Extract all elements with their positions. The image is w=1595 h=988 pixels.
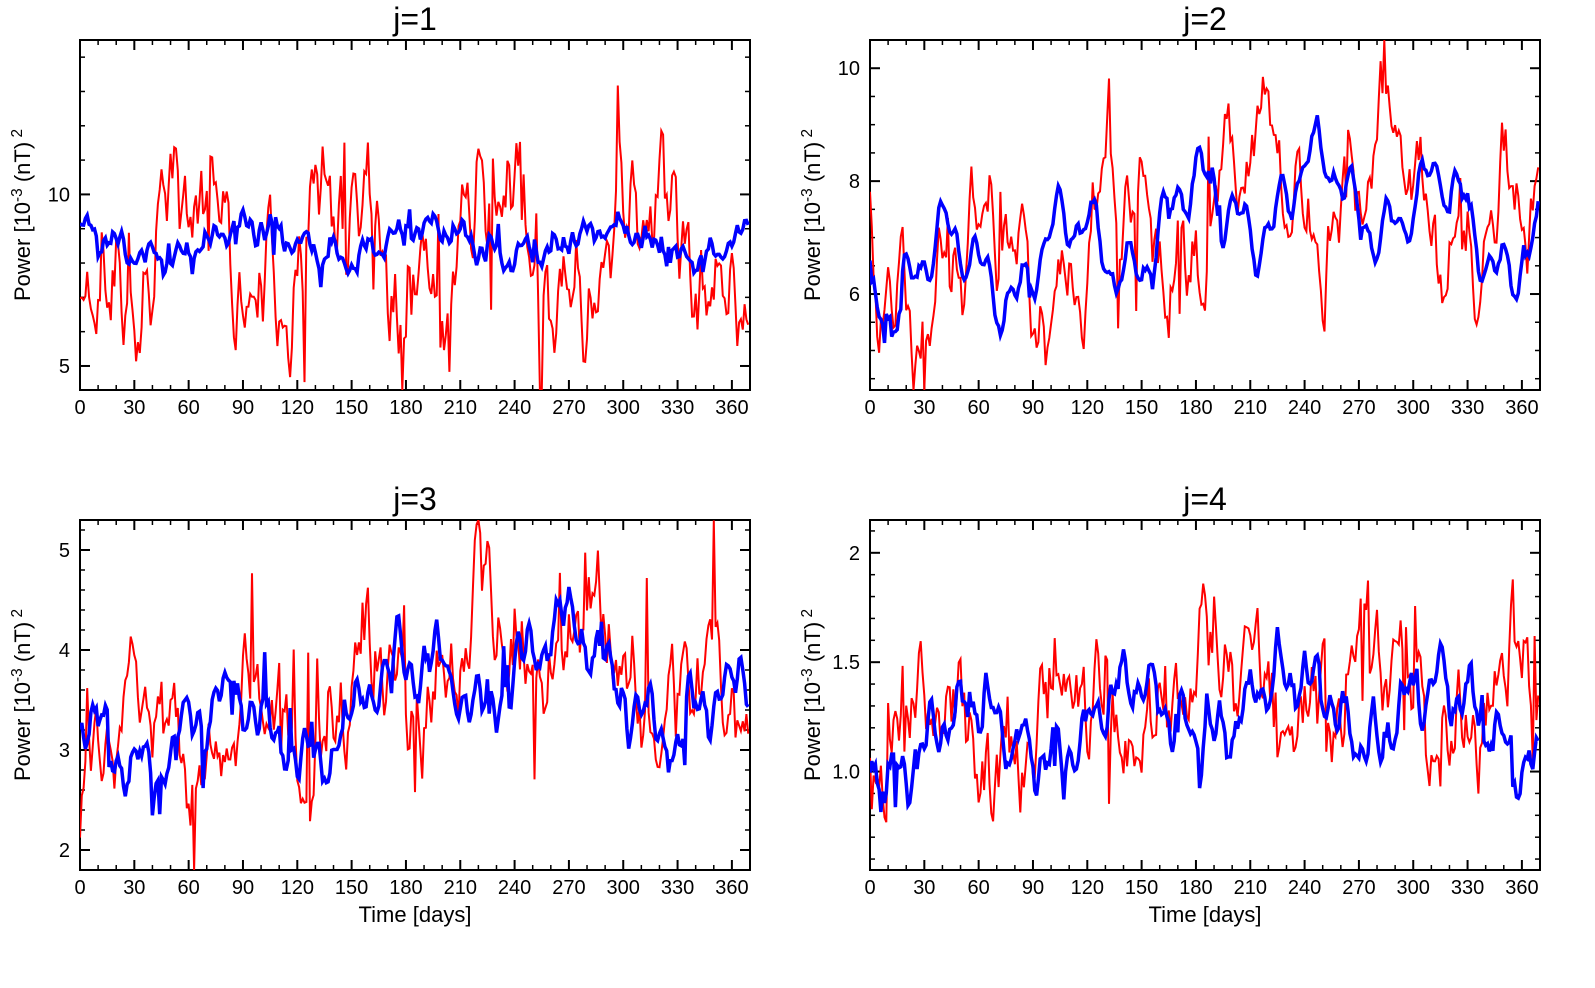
panel-svg: 0 30 60 90 120 150 180 210 240 270 300 330 360 2 3 4 5 j=… bbox=[10, 480, 760, 940]
panel-j2: 0 30 60 90 120 150 180 210 240 270 300 330 360 6 8 10 j=… bbox=[800, 0, 1550, 460]
panel-title: j=4 bbox=[1182, 481, 1227, 517]
x-tick-label: 120 bbox=[1071, 397, 1104, 419]
y-axis-label: Power [10-3 (nT) 2 bbox=[800, 129, 825, 301]
x-tick-label: 270 bbox=[1342, 877, 1375, 899]
y-tick-label: 2 bbox=[59, 840, 70, 862]
y-tick-label: 1.0 bbox=[832, 762, 860, 784]
panel-title: j=3 bbox=[392, 481, 437, 517]
x-tick-label: 90 bbox=[232, 397, 254, 419]
y-tick-label: 4 bbox=[59, 640, 70, 662]
panel-title: j=2 bbox=[1182, 1, 1227, 37]
x-tick-label: 270 bbox=[552, 877, 585, 899]
y-tick-label: 5 bbox=[59, 540, 70, 562]
x-tick-label: 210 bbox=[1234, 877, 1267, 899]
y-tick-label: 6 bbox=[849, 284, 860, 306]
panel-svg: 0 30 60 90 120 150 180 210 240 270 300 330 360 5 10 j=1… bbox=[10, 0, 760, 460]
panel-svg: 0 30 60 90 120 150 180 210 240 270 300 330 360 6 8 10 j=… bbox=[800, 0, 1550, 460]
y-tick-label: 5 bbox=[59, 356, 70, 378]
x-tick-label: 90 bbox=[1022, 397, 1044, 419]
x-tick-label: 120 bbox=[1071, 877, 1104, 899]
x-tick-label: 0 bbox=[74, 877, 85, 899]
x-tick-label: 300 bbox=[607, 877, 640, 899]
x-tick-label: 210 bbox=[444, 877, 477, 899]
x-tick-label: 180 bbox=[389, 877, 422, 899]
y-axis-label: Power [10-3 (nT) 2 bbox=[10, 609, 35, 781]
x-tick-label: 60 bbox=[968, 397, 990, 419]
x-tick-label: 330 bbox=[661, 397, 694, 419]
x-tick-label: 210 bbox=[444, 397, 477, 419]
x-tick-label: 330 bbox=[661, 877, 694, 899]
figure-root: 0306090120150180210240270300330360510j=1… bbox=[0, 0, 1595, 988]
x-tick-label: 360 bbox=[715, 397, 748, 419]
x-tick-label: 60 bbox=[178, 877, 200, 899]
x-tick-label: 30 bbox=[123, 877, 145, 899]
x-tick-label: 0 bbox=[864, 397, 875, 419]
y-tick-label: 10 bbox=[838, 58, 860, 80]
x-tick-label: 180 bbox=[389, 397, 422, 419]
panel-title: j=1 bbox=[392, 1, 437, 37]
x-tick-label: 150 bbox=[1125, 397, 1158, 419]
x-tick-label: 300 bbox=[1397, 397, 1430, 419]
y-axis-label: Power [10-3 (nT) 2 bbox=[800, 609, 825, 781]
x-tick-label: 60 bbox=[968, 877, 990, 899]
x-tick-label: 150 bbox=[1125, 877, 1158, 899]
x-tick-label: 300 bbox=[1397, 877, 1430, 899]
panel-j4: 0 30 60 90 120 150 180 210 240 270 300 330 360 1.0 1.5… bbox=[800, 480, 1550, 940]
x-tick-label: 30 bbox=[913, 877, 935, 899]
x-tick-label: 240 bbox=[1288, 877, 1321, 899]
x-tick-label: 0 bbox=[74, 397, 85, 419]
y-tick-label: 1.5 bbox=[832, 652, 860, 674]
x-tick-label: 330 bbox=[1451, 877, 1484, 899]
y-tick-label: 8 bbox=[849, 171, 860, 193]
series-blue bbox=[870, 627, 1538, 812]
x-tick-label: 360 bbox=[1505, 397, 1538, 419]
x-tick-label: 120 bbox=[281, 397, 314, 419]
x-tick-label: 90 bbox=[1022, 877, 1044, 899]
x-tick-label: 0 bbox=[864, 877, 875, 899]
panel-svg: 0 30 60 90 120 150 180 210 240 270 300 330 360 1.0 1.5… bbox=[800, 480, 1550, 940]
x-tick-label: 270 bbox=[552, 397, 585, 419]
x-tick-label: 330 bbox=[1451, 397, 1484, 419]
x-tick-label: 150 bbox=[335, 877, 368, 899]
x-tick-label: 240 bbox=[498, 877, 531, 899]
plot-box bbox=[870, 40, 1540, 390]
panel-j3: 0 30 60 90 120 150 180 210 240 270 300 330 360 2 3 4 5 j=… bbox=[10, 480, 760, 940]
x-tick-label: 90 bbox=[232, 877, 254, 899]
x-tick-label: 150 bbox=[335, 397, 368, 419]
x-tick-label: 60 bbox=[178, 397, 200, 419]
x-tick-label: 360 bbox=[1505, 877, 1538, 899]
x-axis-label: Time [days] bbox=[359, 902, 472, 927]
x-tick-label: 30 bbox=[913, 397, 935, 419]
x-tick-label: 180 bbox=[1179, 397, 1212, 419]
x-tick-label: 360 bbox=[715, 877, 748, 899]
x-tick-label: 30 bbox=[123, 397, 145, 419]
x-tick-label: 240 bbox=[1288, 397, 1321, 419]
y-axis-label: Power [10-3 (nT) 2 bbox=[10, 129, 35, 301]
y-tick-label: 2 bbox=[849, 543, 860, 565]
series-red bbox=[870, 40, 1538, 390]
x-tick-label: 210 bbox=[1234, 397, 1267, 419]
x-axis-label: Time [days] bbox=[1149, 902, 1262, 927]
x-tick-label: 180 bbox=[1179, 877, 1212, 899]
y-tick-label: 3 bbox=[59, 740, 70, 762]
x-tick-label: 270 bbox=[1342, 397, 1375, 419]
x-tick-label: 300 bbox=[607, 397, 640, 419]
x-tick-label: 120 bbox=[281, 877, 314, 899]
y-tick-label: 10 bbox=[48, 184, 70, 206]
panel-j1: 0 30 60 90 120 150 180 210 240 270 300 330 360 5 10 j=1… bbox=[10, 0, 760, 460]
x-tick-label: 240 bbox=[498, 397, 531, 419]
